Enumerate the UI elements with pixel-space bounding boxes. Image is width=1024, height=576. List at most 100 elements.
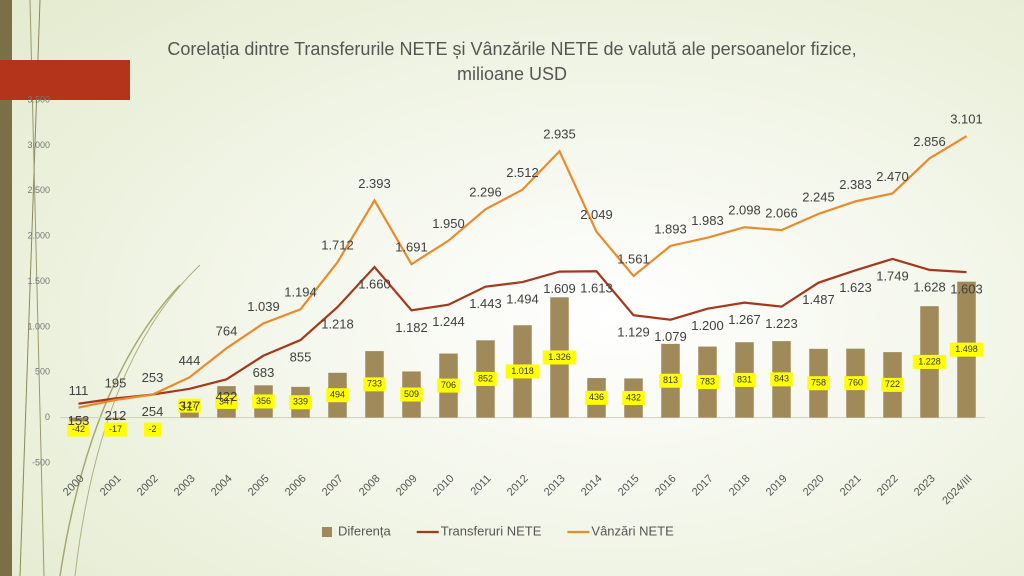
data-label: 813 xyxy=(663,375,678,385)
data-label-box xyxy=(474,371,497,386)
legend-label: Transferuri NETE xyxy=(441,523,542,538)
data-label: 2.245 xyxy=(802,189,835,204)
data-label: 843 xyxy=(774,374,789,384)
data-label: 212 xyxy=(105,408,127,423)
y-tick-label: 0 xyxy=(45,412,50,422)
side-stripe xyxy=(0,0,12,576)
data-label: 1.218 xyxy=(321,317,354,332)
data-label: 764 xyxy=(216,324,238,339)
y-tick-label: 3.500 xyxy=(27,94,50,104)
data-label: 1.018 xyxy=(511,366,534,376)
data-label-box xyxy=(696,375,719,390)
data-label: 1.749 xyxy=(876,268,909,283)
data-label: 254 xyxy=(142,404,164,419)
data-label-box xyxy=(585,390,608,405)
data-label-box xyxy=(144,422,161,437)
data-label: -17 xyxy=(109,424,122,434)
data-label-box xyxy=(770,372,793,387)
data-label: 436 xyxy=(589,392,604,402)
data-label: 1.487 xyxy=(802,292,835,307)
data-label: 1.893 xyxy=(654,221,687,236)
data-label: 1.244 xyxy=(432,314,465,329)
data-label: 683 xyxy=(253,365,275,380)
data-label-box xyxy=(252,394,275,409)
data-label: 356 xyxy=(256,396,271,406)
data-label: 783 xyxy=(700,376,715,386)
data-label: 852 xyxy=(478,373,493,383)
data-label: 1.228 xyxy=(918,356,941,366)
data-label: 1.223 xyxy=(765,316,798,331)
data-label: -42 xyxy=(72,424,85,434)
data-label: 1.182 xyxy=(395,320,428,335)
data-label-box xyxy=(67,422,90,437)
data-label: 1.983 xyxy=(691,213,724,228)
data-label-box xyxy=(400,387,423,402)
data-label-box xyxy=(215,394,238,409)
data-label-box xyxy=(542,350,577,365)
data-label: 1.628 xyxy=(913,279,946,294)
data-label: 2.856 xyxy=(913,134,946,149)
data-label: 722 xyxy=(885,379,900,389)
data-label-box xyxy=(622,391,645,406)
y-tick-label: 2.000 xyxy=(27,231,50,241)
data-label: 2.512 xyxy=(506,165,539,180)
y-tick-label: 3.000 xyxy=(27,140,50,150)
data-label-box xyxy=(807,376,830,391)
decor-line xyxy=(59,284,181,576)
data-label: 422 xyxy=(216,389,238,404)
data-label: 1.498 xyxy=(955,344,978,354)
data-label: 831 xyxy=(737,374,752,384)
data-label: 1.200 xyxy=(691,318,724,333)
data-label: 1.561 xyxy=(617,251,650,266)
bar xyxy=(69,417,88,422)
data-label-box xyxy=(949,342,984,357)
data-label-box xyxy=(505,364,540,379)
data-label-box xyxy=(104,422,127,437)
y-tick-label: -500 xyxy=(32,457,50,467)
y-tick-label: 500 xyxy=(35,367,50,377)
data-label: 1.039 xyxy=(247,299,280,314)
plot-area: -50005001.0001.5002.0002.5003.0003.50020… xyxy=(27,94,985,538)
chart-title: Corelația dintre Transferurile NETE și V… xyxy=(167,39,856,59)
data-label: 3.101 xyxy=(950,112,983,127)
data-label: 339 xyxy=(293,397,308,407)
decor-line xyxy=(74,264,201,576)
data-label-box xyxy=(844,376,867,391)
data-label: 2.066 xyxy=(765,206,798,221)
data-label: 1.660 xyxy=(358,276,391,291)
data-label: 2.383 xyxy=(839,177,872,192)
data-label: 1.129 xyxy=(617,325,650,340)
data-label: 1.950 xyxy=(432,216,465,231)
data-label-box xyxy=(733,372,756,387)
data-label: 494 xyxy=(330,390,345,400)
data-label: 2.935 xyxy=(543,127,576,142)
data-label: 706 xyxy=(441,380,456,390)
data-label: 317 xyxy=(179,398,201,413)
line-series xyxy=(78,135,968,409)
data-label: 2.098 xyxy=(728,203,761,218)
data-label-box xyxy=(912,354,947,369)
data-label: 760 xyxy=(848,378,863,388)
data-label: 444 xyxy=(179,353,201,368)
data-label: 733 xyxy=(367,379,382,389)
data-label: -2 xyxy=(148,424,156,434)
data-label: 1.494 xyxy=(506,291,539,306)
data-label-box xyxy=(326,388,349,403)
line-series xyxy=(78,257,967,405)
data-label: 432 xyxy=(626,392,641,402)
bar xyxy=(106,417,125,420)
data-label: 111 xyxy=(69,383,89,398)
data-label: 1.326 xyxy=(548,352,571,362)
data-label-box xyxy=(178,398,201,413)
data-label: 2.296 xyxy=(469,185,502,200)
y-tick-label: 1.500 xyxy=(27,276,50,286)
data-label-box xyxy=(881,377,904,392)
data-label: 2.049 xyxy=(580,207,613,222)
data-label-box xyxy=(437,378,460,393)
data-label: 153 xyxy=(68,413,90,428)
data-label-box xyxy=(363,377,386,392)
data-label: 1.603 xyxy=(950,282,983,297)
data-label: 253 xyxy=(142,370,164,385)
data-label: 1.613 xyxy=(580,281,613,296)
